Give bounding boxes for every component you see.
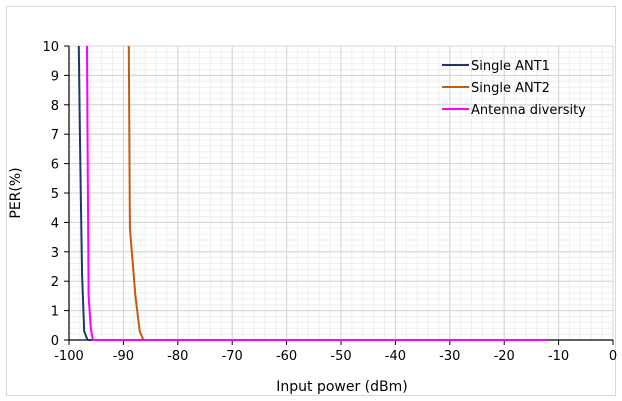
- x-tick-labels: -100 -90 -80 -70 -60 -50 -40 -30 -20 -10 0: [54, 349, 617, 364]
- x-tick-label: -80: [167, 349, 188, 364]
- y-tick-label: 4: [51, 216, 59, 231]
- series-lines: [77, 45, 548, 341]
- major-gridlines: [68, 45, 614, 341]
- y-tick-labels: 0 1 2 3 4 5 6 7 8 9 10: [42, 40, 59, 349]
- x-tick-label: -10: [548, 349, 569, 364]
- x-axis-title: Input power (dBm): [276, 379, 407, 395]
- series-line-3: [86, 45, 548, 341]
- y-tick-label: 8: [51, 99, 59, 114]
- chart-frame: [6, 6, 616, 396]
- y-tick-label: 0: [51, 334, 59, 349]
- y-tick-label: 7: [51, 128, 59, 143]
- x-tick-label: -40: [385, 349, 406, 364]
- x-tick-label: -50: [330, 349, 351, 364]
- x-tick-label: -20: [494, 349, 515, 364]
- legend: Single ANT1 Single ANT2 Antenna diversity: [442, 59, 586, 118]
- x-tick-label: 0: [609, 349, 617, 364]
- y-axis-title: PER(%): [8, 167, 24, 218]
- x-tick-label: -60: [276, 349, 297, 364]
- x-tick-label: -100: [54, 349, 84, 364]
- y-tick-label: 5: [51, 187, 59, 202]
- y-tick-label: 9: [51, 69, 59, 84]
- legend-label: Single ANT1: [471, 59, 550, 74]
- legend-label: Single ANT2: [471, 81, 550, 96]
- x-tick-label: -70: [222, 349, 243, 364]
- x-tick-label: -90: [113, 349, 134, 364]
- y-tick-label: 3: [51, 246, 59, 261]
- y-tick-label: 6: [51, 158, 59, 173]
- legend-label: Antenna diversity: [471, 103, 586, 118]
- y-tick-label: 1: [51, 305, 59, 320]
- y-tick-label: 2: [51, 275, 59, 290]
- x-tick-label: -30: [439, 349, 460, 364]
- series-line-1: [77, 45, 548, 341]
- y-tick-label: 10: [42, 40, 59, 55]
